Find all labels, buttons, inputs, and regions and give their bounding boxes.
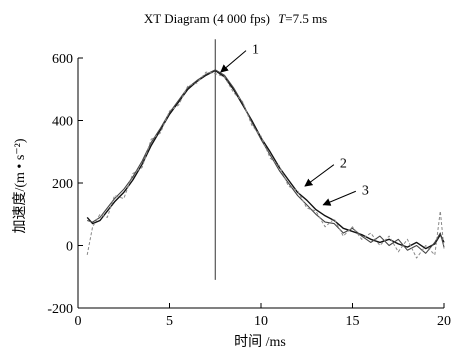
series-callout-label-1: 1: [252, 43, 259, 58]
series-callout-label-3: 3: [362, 183, 369, 198]
chart-title-annotation: T=7.5 ms: [278, 11, 327, 26]
y-tick-label: 600: [52, 52, 73, 67]
x-tick-label: 5: [166, 314, 173, 329]
series-line-2: [87, 69, 445, 254]
y-tick-label: -200: [47, 302, 73, 317]
x-tick-label: 20: [437, 314, 451, 329]
series-callout-arrow-1: [220, 50, 247, 73]
series-callout-arrow-3: [322, 190, 357, 206]
x-axis-label: 时间 /ms: [234, 334, 286, 350]
y-tick-label: 400: [52, 115, 73, 130]
x-tick-label: 15: [346, 314, 360, 329]
series-line-3: [86, 71, 445, 259]
series-callout-label-2: 2: [340, 157, 347, 172]
series-layer: [86, 69, 445, 259]
chart-title: XT Diagram (4 000 fps): [144, 11, 270, 26]
y-tick-label: 0: [66, 240, 73, 255]
x-tick-label: 10: [254, 314, 268, 329]
series-line-1: [86, 69, 445, 250]
y-axis-label: 加速度/(m • s⁻²): [12, 138, 28, 233]
series-callout-arrow-2: [304, 164, 335, 187]
y-tick-label: 200: [52, 177, 73, 192]
annotation-layer: 1 23: [220, 43, 369, 206]
x-tick-label: 0: [75, 314, 82, 329]
